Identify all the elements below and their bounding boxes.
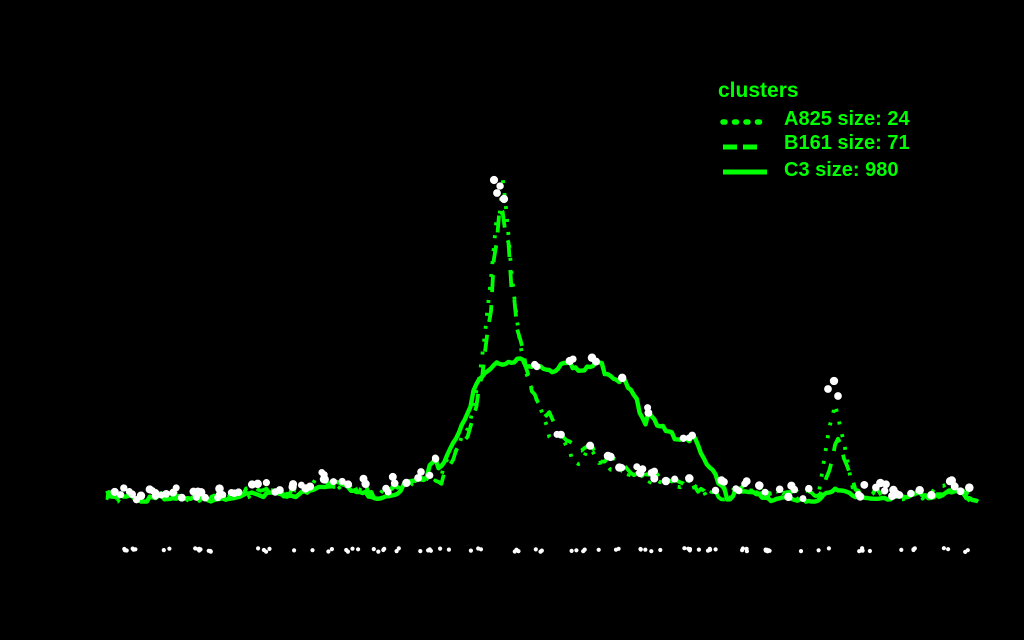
svg-text:C3 size: 980: C3 size: 980 [784, 159, 899, 181]
svg-text:clusters: clusters [718, 79, 799, 102]
svg-text:A825 size: 24: A825 size: 24 [784, 108, 911, 130]
svg-text:B161 size: 71: B161 size: 71 [784, 132, 910, 154]
